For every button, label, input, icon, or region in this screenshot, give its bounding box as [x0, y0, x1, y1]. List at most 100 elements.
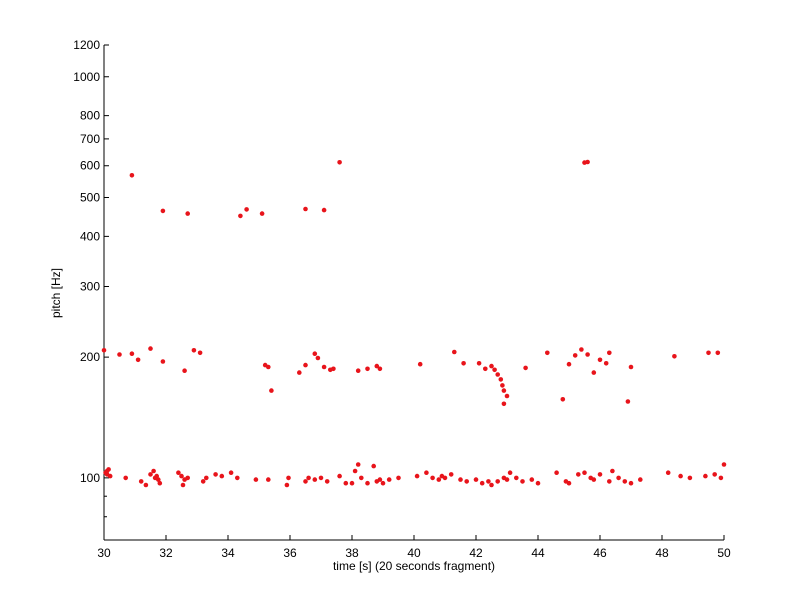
data-point [151, 468, 156, 474]
data-point [628, 480, 634, 486]
data-point [182, 368, 187, 374]
data-point [461, 361, 466, 366]
data-point [355, 462, 361, 467]
data-point [476, 361, 482, 366]
y-tick-label: 1200 [73, 38, 100, 52]
x-tick-label: 30 [97, 546, 111, 560]
data-point [321, 207, 327, 213]
data-point [284, 482, 290, 488]
data-point [365, 366, 370, 372]
y-tick-label: 1000 [73, 70, 100, 84]
data-point [582, 470, 587, 476]
y-tick-label: 300 [80, 279, 100, 293]
data-point [721, 462, 727, 467]
data-point [337, 473, 342, 479]
data-point [123, 475, 128, 481]
data-point [706, 350, 711, 356]
x-tick-label: 36 [283, 546, 297, 560]
x-tick-label: 42 [469, 546, 483, 560]
data-point [545, 350, 550, 356]
data-point [464, 479, 470, 484]
data-point [297, 370, 302, 375]
data-point [622, 479, 628, 484]
data-point [703, 473, 708, 479]
data-point [448, 472, 454, 477]
data-point [135, 357, 141, 363]
data-point [520, 479, 525, 484]
data-point [495, 372, 501, 377]
y-tick-label: 500 [80, 191, 100, 205]
data-point [331, 366, 336, 372]
data-point [303, 362, 308, 368]
data-point [160, 208, 166, 214]
data-point [377, 366, 383, 372]
data-point [498, 377, 504, 382]
data-point [143, 482, 149, 488]
data-point [219, 473, 225, 479]
x-tick-label: 44 [531, 546, 545, 560]
y-tick-label: 700 [80, 132, 100, 146]
data-point [597, 472, 603, 477]
data-point [414, 473, 420, 479]
data-point [424, 470, 429, 476]
data-point [104, 468, 110, 474]
data-point [473, 477, 479, 482]
data-point [585, 159, 590, 165]
data-point [712, 472, 717, 477]
data-point [560, 397, 566, 402]
data-point [266, 364, 271, 370]
data-point [430, 475, 435, 481]
data-point [315, 355, 321, 361]
data-point [566, 480, 572, 486]
data-point [380, 480, 386, 486]
data-point [436, 477, 442, 482]
data-point [148, 346, 153, 351]
data-point [156, 477, 161, 482]
plot-area [104, 45, 724, 540]
data-point [638, 477, 643, 482]
data-point [235, 475, 240, 481]
data-point [129, 173, 135, 178]
data-point [495, 479, 501, 484]
data-point [523, 365, 528, 371]
data-point [117, 352, 122, 357]
data-point [259, 211, 265, 216]
data-point [303, 479, 308, 484]
data-point [554, 470, 559, 476]
data-point [479, 480, 485, 486]
data-point [180, 482, 186, 488]
data-point [286, 475, 291, 481]
data-point [572, 353, 578, 358]
data-point [386, 477, 392, 482]
data-point [452, 349, 457, 355]
data-point [266, 477, 271, 482]
data-point [486, 479, 491, 484]
x-tick-label: 40 [407, 546, 421, 560]
data-point [377, 477, 383, 482]
data-point [715, 350, 721, 356]
data-point [200, 479, 206, 484]
data-point [489, 363, 494, 369]
data-point [607, 350, 612, 356]
data-point [312, 351, 318, 357]
axes: 30 32 34 36 38 40 42 44 46 48 50 100 200 300 400 500 600… [73, 38, 731, 560]
data-point [374, 363, 380, 369]
data-point [318, 475, 324, 481]
data-point [352, 468, 358, 474]
x-tick-label: 38 [345, 546, 359, 560]
data-point [365, 480, 370, 486]
y-tick-label: 100 [80, 471, 100, 485]
data-point [176, 470, 181, 476]
y-tick-label: 600 [80, 159, 100, 173]
data-point [204, 475, 209, 481]
y-axis-label: pitch [Hz] [49, 268, 63, 318]
y-tick-label: 200 [80, 350, 100, 364]
data-point [591, 477, 597, 482]
data-point [507, 470, 513, 476]
data-point [603, 361, 609, 366]
data-point [607, 479, 612, 484]
data-point [489, 482, 494, 488]
data-point [185, 211, 190, 216]
data-point [585, 352, 590, 357]
